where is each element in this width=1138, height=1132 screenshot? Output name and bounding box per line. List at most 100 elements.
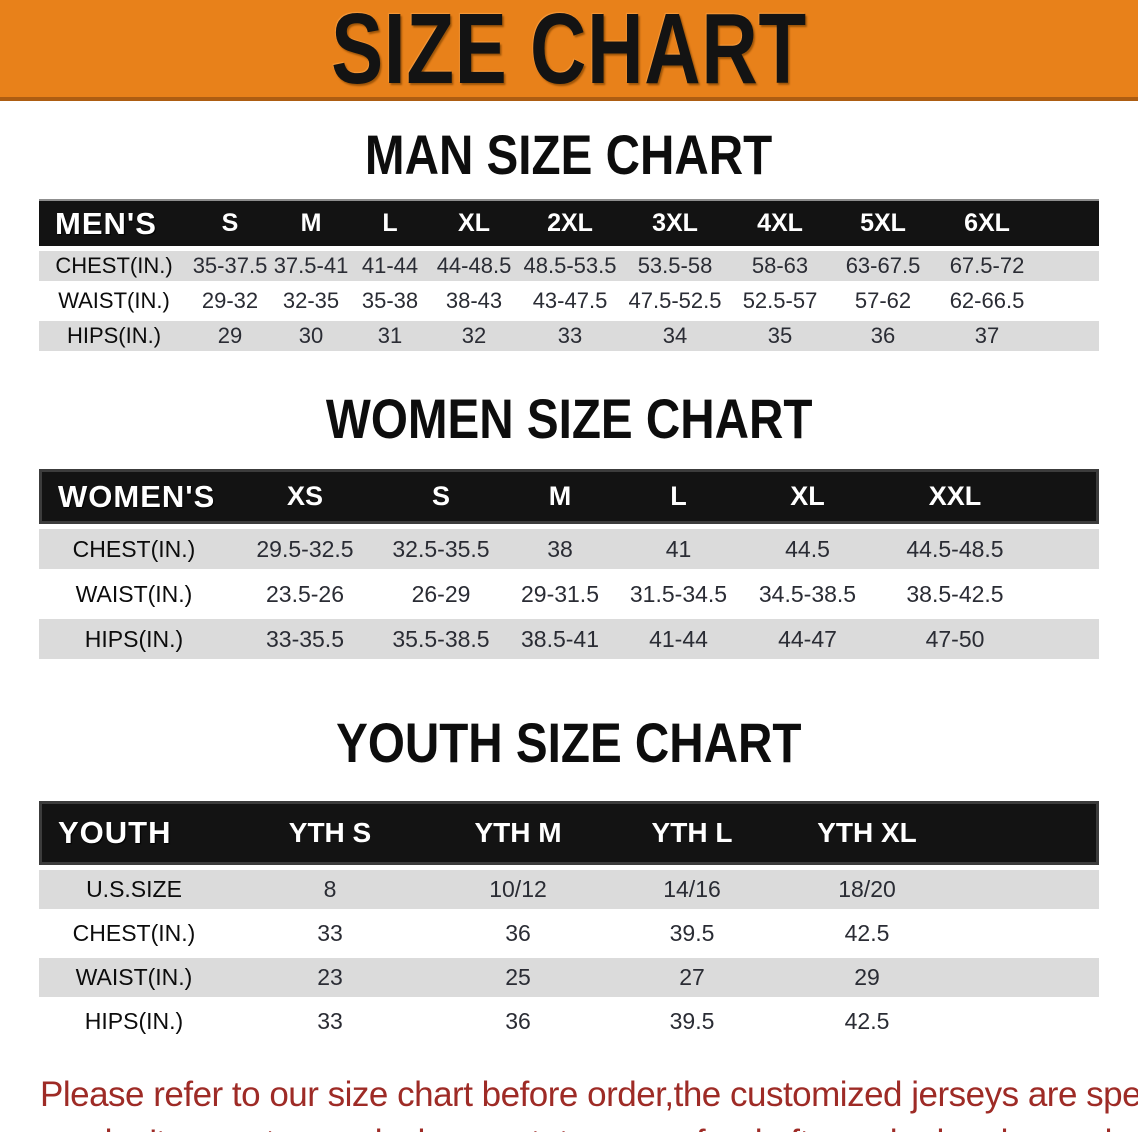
size-value-cell: 34.5-38.5 — [738, 569, 877, 614]
measurement-row: CHEST(IN.) 33 36 39.5 42.5 — [39, 909, 1099, 953]
size-column-header: 5XL — [831, 199, 935, 246]
size-value-cell: 37 — [935, 316, 1039, 351]
size-column-header: 3XL — [621, 199, 729, 246]
size-value-cell: 57-62 — [831, 281, 935, 316]
size-value-cell: 38.5-41 — [501, 614, 619, 659]
measurement-row: CHEST(IN.) 29.5-32.5 32.5-35.5 38 41 44.… — [39, 524, 1099, 569]
size-value-cell: 35 — [729, 316, 831, 351]
size-value-cell: 23.5-26 — [229, 569, 381, 614]
size-value-cell: 33-35.5 — [229, 614, 381, 659]
size-column-header: XXL — [877, 469, 1033, 524]
women-corner-label: WOMEN'S — [39, 469, 229, 524]
row-label: HIPS(IN.) — [39, 614, 229, 659]
filler-cell — [1039, 316, 1099, 351]
man-section-heading-text: MAN SIZE CHART — [365, 123, 773, 186]
size-value-cell: 29 — [779, 953, 955, 997]
youth-section-heading: YOUTH SIZE CHART — [0, 715, 1138, 771]
men-header-row: MEN'S S M L XL 2XL 3XL 4XL 5XL 6XL — [39, 199, 1099, 246]
row-label: HIPS(IN.) — [39, 316, 189, 351]
size-column-header: L — [619, 469, 738, 524]
man-section-heading: MAN SIZE CHART — [0, 127, 1138, 183]
size-column-header: S — [189, 199, 271, 246]
youth-section-heading-text: YOUTH SIZE CHART — [336, 711, 802, 774]
size-value-cell: 39.5 — [605, 997, 779, 1041]
size-value-cell: 38.5-42.5 — [877, 569, 1033, 614]
size-column-header: XS — [229, 469, 381, 524]
size-column-header: YTH L — [605, 801, 779, 865]
measurement-row: HIPS(IN.) 33 36 39.5 42.5 — [39, 997, 1099, 1041]
measurement-row: WAIST(IN.) 23 25 27 29 — [39, 953, 1099, 997]
size-value-cell: 23 — [229, 953, 431, 997]
size-value-cell: 48.5-53.5 — [519, 246, 621, 281]
size-value-cell: 34 — [621, 316, 729, 351]
size-value-cell: 41 — [619, 524, 738, 569]
size-column-header: M — [501, 469, 619, 524]
filler-cell — [1039, 281, 1099, 316]
size-value-cell: 10/12 — [431, 865, 605, 909]
size-value-cell: 36 — [431, 909, 605, 953]
footer-note: Please refer to our size chart before or… — [40, 1071, 1138, 1132]
footer-line-1: Please refer to our size chart before or… — [40, 1075, 1138, 1114]
size-column-header: YTH S — [229, 801, 431, 865]
size-value-cell: 36 — [431, 997, 605, 1041]
size-value-cell: 30 — [271, 316, 351, 351]
filler-cell — [955, 865, 1099, 909]
size-value-cell: 35-37.5 — [189, 246, 271, 281]
size-column-header: YTH XL — [779, 801, 955, 865]
size-value-cell: 32-35 — [271, 281, 351, 316]
size-value-cell: 33 — [229, 909, 431, 953]
size-value-cell: 44-47 — [738, 614, 877, 659]
size-value-cell: 31 — [351, 316, 429, 351]
women-size-table: WOMEN'S XS S M L XL XXL CHEST(IN.) 29.5-… — [39, 469, 1099, 659]
size-column-header: XL — [429, 199, 519, 246]
size-value-cell: 27 — [605, 953, 779, 997]
size-column-header: L — [351, 199, 429, 246]
size-value-cell: 41-44 — [351, 246, 429, 281]
size-value-cell: 35.5-38.5 — [381, 614, 501, 659]
filler-cell — [955, 909, 1099, 953]
measurement-row: WAIST(IN.) 23.5-26 26-29 29-31.5 31.5-34… — [39, 569, 1099, 614]
size-value-cell: 67.5-72 — [935, 246, 1039, 281]
size-value-cell: 58-63 — [729, 246, 831, 281]
size-value-cell: 33 — [519, 316, 621, 351]
size-value-cell: 53.5-58 — [621, 246, 729, 281]
size-column-header: 4XL — [729, 199, 831, 246]
row-label: U.S.SIZE — [39, 865, 229, 909]
women-section-heading: WOMEN SIZE CHART — [0, 391, 1138, 447]
size-value-cell: 38-43 — [429, 281, 519, 316]
size-value-cell: 41-44 — [619, 614, 738, 659]
size-value-cell: 32.5-35.5 — [381, 524, 501, 569]
size-value-cell: 37.5-41 — [271, 246, 351, 281]
row-label: WAIST(IN.) — [39, 281, 189, 316]
size-value-cell: 35-38 — [351, 281, 429, 316]
size-value-cell: 18/20 — [779, 865, 955, 909]
size-value-cell: 42.5 — [779, 909, 955, 953]
size-value-cell: 8 — [229, 865, 431, 909]
measurement-row: CHEST(IN.) 35-37.5 37.5-41 41-44 44-48.5… — [39, 246, 1099, 281]
row-label: WAIST(IN.) — [39, 569, 229, 614]
row-label: CHEST(IN.) — [39, 246, 189, 281]
size-value-cell: 44.5-48.5 — [877, 524, 1033, 569]
size-column-header: M — [271, 199, 351, 246]
size-value-cell: 44.5 — [738, 524, 877, 569]
size-value-cell: 31.5-34.5 — [619, 569, 738, 614]
filler-cell — [1033, 569, 1099, 614]
size-column-header: 6XL — [935, 199, 1039, 246]
size-value-cell: 25 — [431, 953, 605, 997]
row-label: HIPS(IN.) — [39, 997, 229, 1041]
size-value-cell: 26-29 — [381, 569, 501, 614]
size-value-cell: 44-48.5 — [429, 246, 519, 281]
filler-cell — [1039, 246, 1099, 281]
filler-cell — [955, 801, 1099, 865]
row-label: WAIST(IN.) — [39, 953, 229, 997]
youth-corner-label: YOUTH — [39, 801, 229, 865]
measurement-row: U.S.SIZE 8 10/12 14/16 18/20 — [39, 865, 1099, 909]
women-section-heading-text: WOMEN SIZE CHART — [325, 387, 813, 450]
men-corner-label: MEN'S — [39, 199, 189, 246]
page-title: SIZE CHART — [331, 0, 807, 105]
filler-cell — [1033, 524, 1099, 569]
size-value-cell: 63-67.5 — [831, 246, 935, 281]
filler-cell — [955, 997, 1099, 1041]
size-value-cell: 52.5-57 — [729, 281, 831, 316]
measurement-row: HIPS(IN.) 29 30 31 32 33 34 35 36 37 — [39, 316, 1099, 351]
